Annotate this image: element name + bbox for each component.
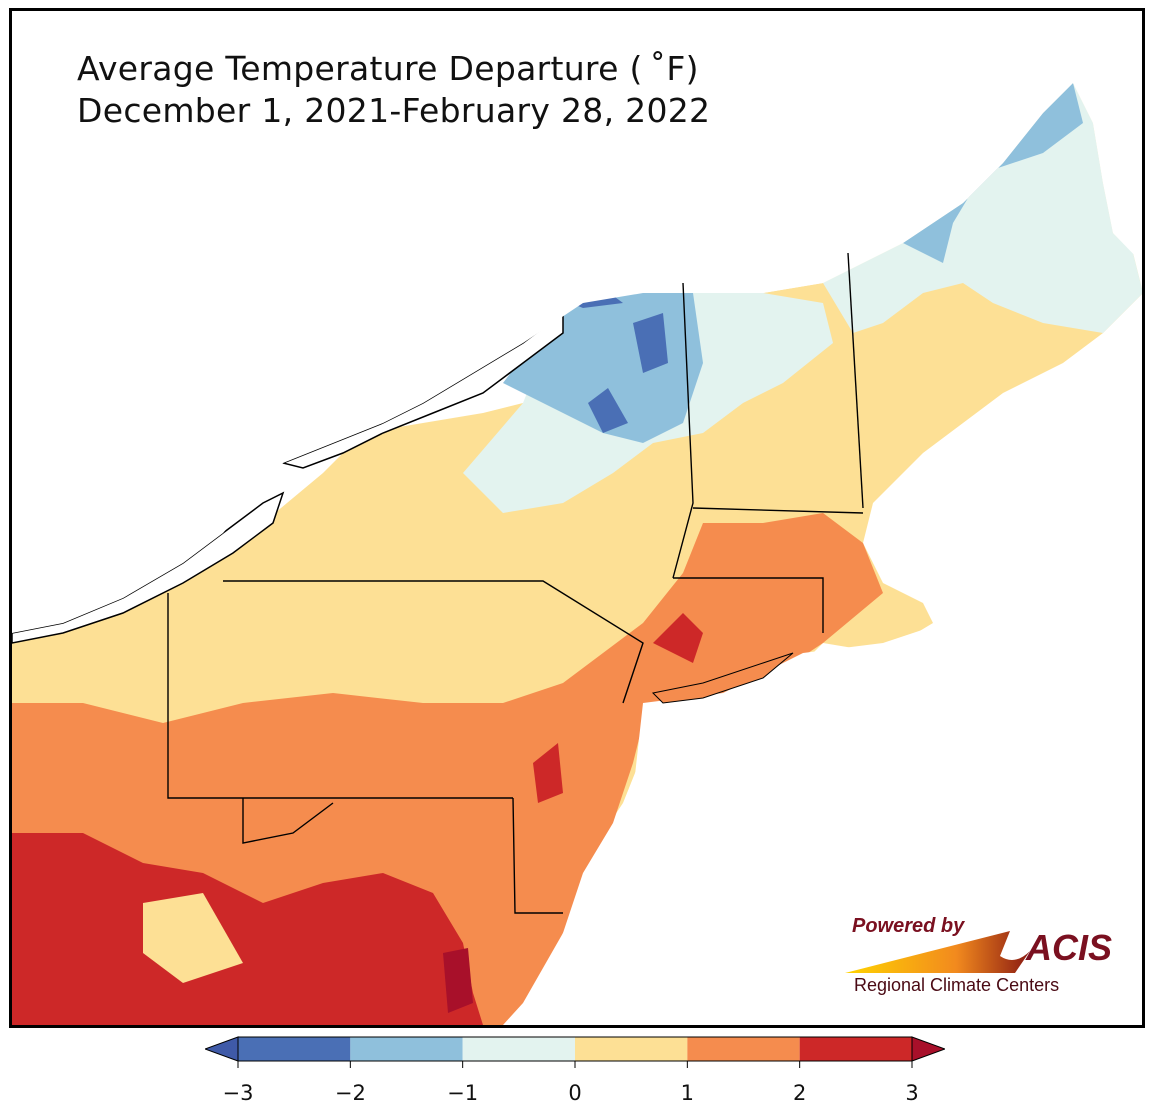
zone-warm-red-ct	[653, 613, 703, 663]
powered-by-label: Powered by	[852, 915, 965, 937]
colorbar-bin-4	[687, 1037, 800, 1061]
state-borders	[167, 252, 864, 914]
lake-erie	[12, 491, 285, 644]
colorbar-bin-2	[462, 1037, 575, 1061]
zone-warm-dark-de	[443, 948, 473, 1013]
colorbar-tick-label-6: 3	[905, 1081, 919, 1105]
colorbar-tick-label-4: 1	[680, 1081, 695, 1105]
acis-label: ACIS	[1026, 927, 1113, 968]
zone-ny-deep-3	[588, 388, 628, 433]
colorbar-under-arrow	[205, 1036, 239, 1062]
colorbar-bin-3	[575, 1037, 688, 1061]
long-island	[651, 652, 794, 704]
colorbar-bin-1	[350, 1037, 463, 1061]
colorbar-tick-label-1: −2	[334, 1081, 366, 1105]
colorbar-over-arrow	[911, 1036, 945, 1062]
ocean-area	[523, 603, 1142, 1025]
departure-map	[12, 11, 1142, 1025]
zone-ny-deep-2	[633, 313, 668, 373]
lake-ontario	[280, 311, 564, 469]
zone-yellow-sw	[143, 893, 243, 983]
colorbar-bin-0	[238, 1037, 351, 1061]
zone-cool-light	[823, 83, 1142, 333]
colorbar-bin-5	[799, 1037, 912, 1061]
colorbar-tick-label-0: −3	[222, 1081, 254, 1105]
map-date-range: December 1, 2021-February 28, 2022	[77, 91, 711, 130]
colorbar-tick-label-3: 0	[568, 1081, 582, 1105]
acis-logo: Powered by ACIS Regional Climate Centers	[840, 911, 1130, 1006]
colorbar	[205, 1036, 945, 1068]
ocean-north	[12, 11, 1142, 633]
colorbar-tick-label-5: 2	[792, 1081, 807, 1105]
zone-warm-red-nj	[533, 743, 563, 803]
map-frame: Average Temperature Departure ( ˚F) Dece…	[9, 8, 1145, 1028]
acis-swoosh-icon	[845, 931, 1030, 973]
zone-warm-red-sw	[12, 833, 483, 1025]
colorbar-tick-label-2: −1	[447, 1081, 479, 1105]
map-title: Average Temperature Departure ( ˚F)	[77, 49, 699, 88]
regional-climate-centers-label: Regional Climate Centers	[854, 975, 1060, 995]
